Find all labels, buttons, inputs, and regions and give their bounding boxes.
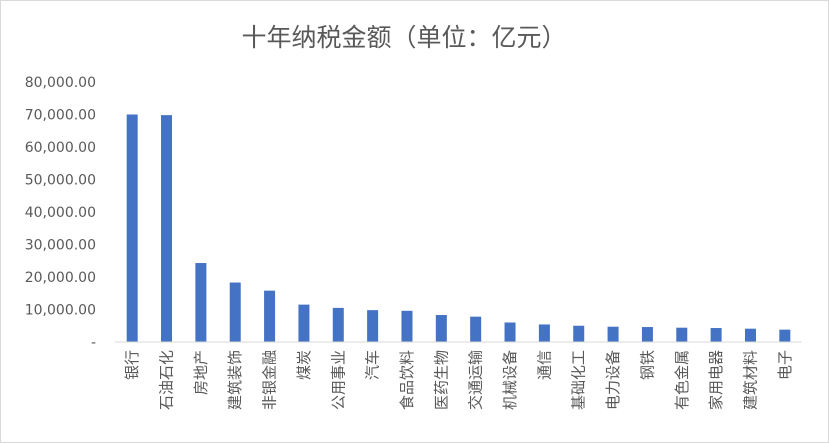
- bar-6: [332, 307, 344, 342]
- chart-title: 十年纳税金额（单位：亿元）: [241, 23, 566, 52]
- x-tick-label: 通信: [535, 350, 553, 380]
- x-tick-label: 基础化工: [570, 350, 588, 410]
- bar-1: [161, 115, 173, 343]
- x-tick-label: 建筑材料: [741, 350, 759, 410]
- y-tick-label: 60,000.00: [25, 140, 96, 156]
- bar-7: [367, 310, 379, 342]
- y-tick-label: 70,000.00: [25, 108, 96, 124]
- bar-14: [607, 326, 619, 342]
- x-tick-label: 公用事业: [329, 350, 347, 410]
- x-tick-label: 电力设备: [604, 350, 622, 410]
- x-tick-label: 汽车: [364, 350, 382, 380]
- x-tick-label: 煤炭: [295, 350, 313, 380]
- x-tick-label: 家用电器: [707, 350, 725, 410]
- bar-5: [298, 304, 310, 342]
- bar-16: [676, 327, 688, 342]
- x-tick-label: 石油石化: [158, 350, 176, 410]
- bar-8: [401, 310, 413, 342]
- bar-9: [435, 315, 447, 342]
- bar-18: [744, 328, 756, 342]
- x-tick-label: 交通运输: [467, 350, 485, 410]
- bar-0: [126, 114, 138, 342]
- bar-2: [195, 263, 207, 342]
- y-tick-label: 50,000.00: [25, 173, 96, 189]
- y-tick-label: 30,000.00: [25, 238, 96, 254]
- x-tick-label: 银行: [123, 350, 141, 380]
- x-tick-label: 房地产: [192, 350, 210, 395]
- y-tick-label: -: [91, 335, 96, 351]
- bar-13: [573, 325, 585, 342]
- y-tick-label: 40,000.00: [25, 205, 96, 221]
- y-tick-label: 80,000.00: [25, 75, 96, 91]
- x-tick-label: 非银金融: [261, 350, 279, 410]
- bars: [126, 114, 791, 343]
- y-axis-ticks: - 10,000.00 20,000.00 30,000.00 40,000.00 50,…: [25, 75, 96, 351]
- x-tick-label: 建筑装饰: [226, 350, 244, 410]
- x-tick-label: 有色金属: [673, 350, 691, 410]
- y-tick-label: 20,000.00: [25, 270, 96, 286]
- x-axis-ticks: 银行 石油石化 房地产 建筑装饰 非银金融 煤炭 公用事业 汽车 食品饮料 医药生物 交通运输 机械设…: [123, 350, 794, 410]
- x-tick-label: 食品饮料: [398, 350, 416, 410]
- bar-4: [264, 290, 276, 342]
- x-tick-label: 钢铁: [638, 350, 656, 380]
- y-tick-label: 10,000.00: [25, 303, 96, 319]
- bar-15: [641, 327, 653, 342]
- bar-19: [779, 329, 791, 342]
- bar-12: [538, 324, 550, 342]
- x-tick-label: 机械设备: [501, 350, 519, 410]
- bar-11: [504, 322, 516, 342]
- x-tick-label: 医药生物: [432, 350, 450, 410]
- x-tick-label: 电子: [776, 350, 794, 380]
- bar-3: [229, 282, 241, 342]
- bar-10: [470, 316, 482, 342]
- bar-17: [710, 328, 722, 342]
